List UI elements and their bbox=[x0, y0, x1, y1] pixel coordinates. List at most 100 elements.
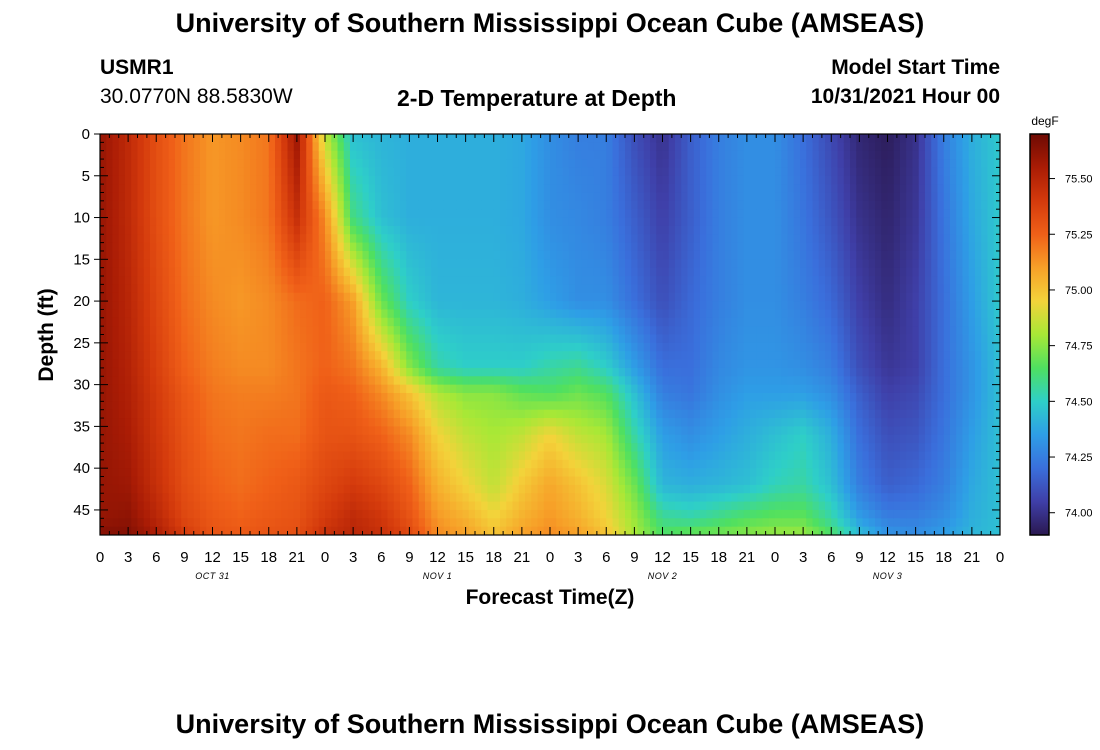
heatmap-cell bbox=[143, 334, 151, 344]
heatmap-cell bbox=[412, 250, 420, 260]
heatmap-cell bbox=[693, 342, 701, 352]
heatmap-cell bbox=[518, 209, 526, 219]
heatmap-cell bbox=[125, 501, 132, 511]
heatmap-cell bbox=[306, 134, 314, 143]
heatmap-cell bbox=[137, 292, 145, 302]
heatmap-cell bbox=[650, 359, 657, 369]
heatmap-cell bbox=[106, 418, 114, 427]
heatmap-cell bbox=[100, 434, 107, 444]
heatmap-cell bbox=[368, 376, 376, 386]
heatmap-cell bbox=[600, 209, 607, 219]
heatmap-cell bbox=[368, 184, 376, 194]
heatmap-cell bbox=[525, 384, 532, 394]
heatmap-cell bbox=[593, 150, 601, 160]
heatmap-cell bbox=[662, 493, 670, 503]
heatmap-cell bbox=[212, 334, 220, 344]
heatmap-cell bbox=[262, 334, 270, 344]
heatmap-cell bbox=[100, 150, 107, 160]
heatmap-cell bbox=[718, 134, 726, 143]
heatmap-cell bbox=[693, 326, 701, 336]
heatmap-cell bbox=[131, 392, 139, 402]
heatmap-cell bbox=[243, 259, 251, 269]
heatmap-cell bbox=[168, 392, 176, 402]
heatmap-cell bbox=[293, 142, 301, 152]
heatmap-cell bbox=[337, 459, 345, 469]
heatmap-cell bbox=[418, 351, 426, 361]
heatmap-cell bbox=[556, 367, 564, 377]
heatmap-cell bbox=[525, 284, 532, 294]
heatmap-cell bbox=[437, 451, 445, 461]
heatmap-cell bbox=[425, 409, 432, 419]
heatmap-cell bbox=[587, 250, 595, 260]
heatmap-cell bbox=[112, 326, 120, 336]
heatmap-cell bbox=[443, 476, 451, 486]
heatmap-cell bbox=[306, 150, 314, 160]
heatmap-cell bbox=[218, 426, 226, 436]
heatmap-cell bbox=[500, 418, 507, 427]
heatmap-cell bbox=[231, 418, 239, 427]
heatmap-cell bbox=[150, 225, 157, 235]
heatmap-cell bbox=[337, 359, 345, 369]
heatmap-cell bbox=[568, 443, 576, 453]
heatmap-cell bbox=[618, 384, 626, 394]
heatmap-cell bbox=[406, 184, 414, 194]
heatmap-cell bbox=[306, 526, 314, 535]
heatmap-cell bbox=[181, 142, 189, 152]
heatmap-cell bbox=[256, 367, 264, 377]
heatmap-cell bbox=[550, 509, 557, 519]
heatmap-cell bbox=[693, 351, 701, 361]
heatmap-cell bbox=[700, 317, 707, 327]
heatmap-cell bbox=[650, 334, 657, 344]
heatmap-cell bbox=[118, 459, 126, 469]
heatmap-cell bbox=[125, 426, 132, 436]
heatmap-cell bbox=[681, 526, 689, 535]
heatmap-cell bbox=[731, 259, 739, 269]
heatmap-cell bbox=[200, 351, 207, 361]
heatmap-cell bbox=[106, 142, 114, 152]
heatmap-cell bbox=[656, 276, 664, 285]
heatmap-cell bbox=[387, 367, 395, 377]
heatmap-cell bbox=[550, 284, 557, 294]
heatmap-cell bbox=[256, 434, 264, 444]
heatmap-cell bbox=[731, 367, 739, 377]
heatmap-cell bbox=[150, 234, 157, 244]
heatmap-cell bbox=[100, 159, 107, 169]
heatmap-cell bbox=[206, 309, 214, 319]
heatmap-cell bbox=[587, 242, 595, 252]
heatmap-cell bbox=[118, 342, 126, 352]
heatmap-cell bbox=[643, 242, 651, 252]
heatmap-cell bbox=[581, 259, 589, 269]
heatmap-cell bbox=[393, 142, 401, 152]
heatmap-cell bbox=[487, 392, 495, 402]
heatmap-cell bbox=[437, 418, 445, 427]
heatmap-cell bbox=[293, 217, 301, 227]
heatmap-cell bbox=[375, 367, 382, 377]
heatmap-cell bbox=[293, 401, 301, 411]
heatmap-cell bbox=[737, 234, 745, 244]
heatmap-cell bbox=[168, 159, 176, 169]
heatmap-cell bbox=[325, 443, 332, 453]
heatmap-cell bbox=[300, 276, 307, 285]
heatmap-cell bbox=[468, 267, 476, 277]
heatmap-cell bbox=[450, 175, 457, 185]
heatmap-cell bbox=[637, 426, 645, 436]
heatmap-cell bbox=[175, 150, 182, 160]
heatmap-cell bbox=[193, 526, 201, 535]
heatmap-cell bbox=[512, 292, 520, 302]
heatmap-cell bbox=[650, 142, 657, 152]
heatmap-cell bbox=[256, 401, 264, 411]
heatmap-cell bbox=[743, 367, 751, 377]
heatmap-cell bbox=[131, 401, 139, 411]
heatmap-cell bbox=[731, 484, 739, 494]
heatmap-cell bbox=[206, 150, 214, 160]
heatmap-cell bbox=[631, 167, 639, 177]
heatmap-cell bbox=[206, 484, 214, 494]
heatmap-cell bbox=[381, 501, 389, 511]
heatmap-cell bbox=[381, 217, 389, 227]
heatmap-cell bbox=[406, 284, 414, 294]
heatmap-cell bbox=[725, 484, 732, 494]
heatmap-cell bbox=[568, 526, 576, 535]
heatmap-cell bbox=[156, 209, 164, 219]
heatmap-cell bbox=[187, 384, 195, 394]
heatmap-cell bbox=[381, 259, 389, 269]
